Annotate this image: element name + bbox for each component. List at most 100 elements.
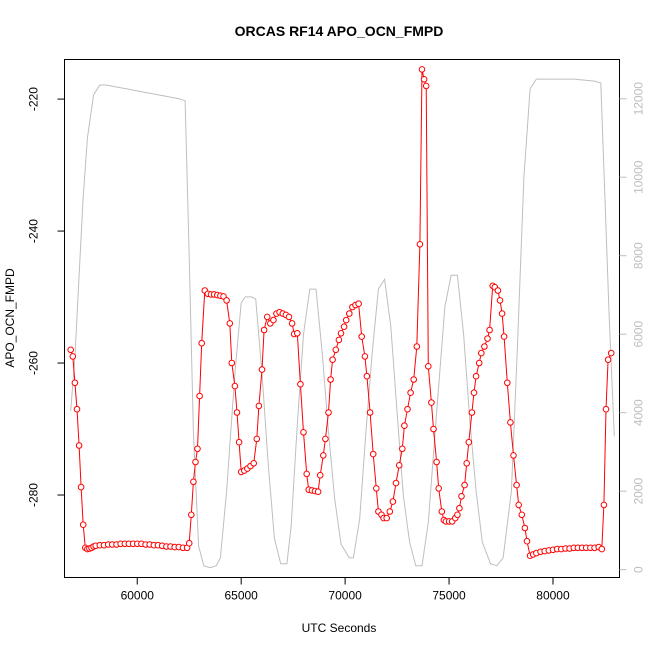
x-tick-label: 75000	[432, 589, 466, 603]
apo-point	[79, 521, 87, 529]
apo-point	[194, 445, 201, 453]
apo-point	[475, 359, 483, 367]
apo-point	[322, 435, 329, 443]
apo-point	[231, 382, 239, 390]
apo-point	[484, 335, 491, 342]
apo-point	[465, 438, 473, 446]
apo-point	[297, 380, 304, 388]
y-tick-label: -260	[27, 351, 41, 375]
apo-point	[392, 479, 400, 487]
apo-point	[504, 379, 511, 387]
apo-series	[67, 66, 615, 560]
apo-point	[481, 343, 488, 350]
y-tick-label: -280	[27, 483, 41, 507]
apo-point	[228, 359, 236, 367]
apo-point	[604, 356, 612, 364]
altitude-series	[70, 78, 615, 569]
apo-point	[430, 425, 437, 433]
apo-point	[363, 372, 371, 380]
apo-point	[192, 458, 199, 466]
apo-point	[300, 429, 307, 436]
apo-point	[468, 409, 476, 416]
apo-point	[383, 514, 391, 522]
apo-point	[223, 297, 230, 304]
apo-point	[515, 501, 523, 509]
apo-point	[366, 409, 374, 416]
apo-point	[358, 333, 366, 340]
apo-point	[288, 320, 296, 327]
apo-point	[422, 82, 430, 90]
x-axis-label: UTC Seconds	[302, 621, 377, 635]
apo-point	[226, 320, 234, 327]
apo-point	[75, 442, 83, 449]
y-axis-left: -220 -240 -260 -280	[27, 87, 65, 507]
apo-point	[71, 379, 79, 387]
apo-point	[458, 493, 465, 500]
apo-point	[518, 511, 526, 519]
apo-point	[263, 313, 271, 321]
apo-point	[329, 356, 336, 364]
apo-point	[67, 346, 74, 354]
apo-point	[255, 402, 263, 410]
apo-point	[404, 405, 411, 413]
y2-tick-label: 8000	[632, 242, 646, 269]
apo-point	[600, 501, 608, 509]
apo-point	[461, 481, 468, 489]
y2-tick-label: 6000	[632, 321, 646, 348]
apo-point	[69, 353, 77, 360]
apo-point	[335, 336, 343, 344]
apo-point	[407, 389, 414, 397]
apo-point	[454, 511, 461, 519]
apo-point	[327, 376, 334, 383]
x-tick-label: 70000	[328, 589, 362, 603]
apo-point	[386, 508, 394, 515]
apo-point	[425, 363, 432, 370]
apo-point	[470, 389, 478, 397]
apo-point	[410, 376, 418, 383]
apo-point	[373, 485, 380, 492]
apo-point	[494, 287, 502, 294]
apo-point	[369, 450, 377, 458]
x-tick-label: 65000	[224, 589, 258, 603]
apo-point	[401, 422, 408, 430]
y2-tick-label: 4000	[632, 399, 646, 426]
apo-point	[77, 483, 85, 491]
apo-point	[235, 438, 243, 446]
apo-point	[602, 405, 610, 413]
x-tick-label: 60000	[121, 589, 155, 603]
apo-point	[428, 399, 435, 406]
apo-point	[486, 326, 493, 334]
altitude-line	[70, 78, 615, 569]
apo-point	[435, 485, 443, 492]
apo-point	[253, 435, 261, 443]
apo-point	[346, 310, 353, 317]
apo-point	[294, 330, 301, 337]
apo-point	[303, 470, 311, 478]
apo-point	[463, 460, 471, 467]
apo-point	[523, 537, 531, 545]
apo-point	[389, 498, 397, 505]
apo-point	[260, 326, 268, 334]
apo-point	[190, 478, 197, 486]
apo-point	[513, 481, 520, 489]
y-tick-label: -220	[27, 87, 41, 111]
apo-point	[521, 524, 529, 532]
apo-point	[598, 545, 606, 553]
apo-point	[498, 310, 506, 317]
apo-point	[342, 316, 350, 324]
apo-point	[258, 366, 266, 373]
apo-point	[316, 471, 324, 479]
y2-tick-label: 0	[632, 566, 646, 573]
apo-point	[185, 539, 193, 547]
apo-point	[399, 445, 406, 453]
apo-point	[314, 488, 322, 496]
apo-point	[198, 339, 205, 347]
apo-point	[250, 460, 257, 467]
apo-point	[188, 511, 195, 519]
apo-point	[332, 346, 340, 354]
apo-point	[472, 372, 480, 380]
apo-point	[510, 452, 517, 459]
y-tick-label: -240	[27, 219, 41, 243]
apo-point	[500, 333, 508, 340]
